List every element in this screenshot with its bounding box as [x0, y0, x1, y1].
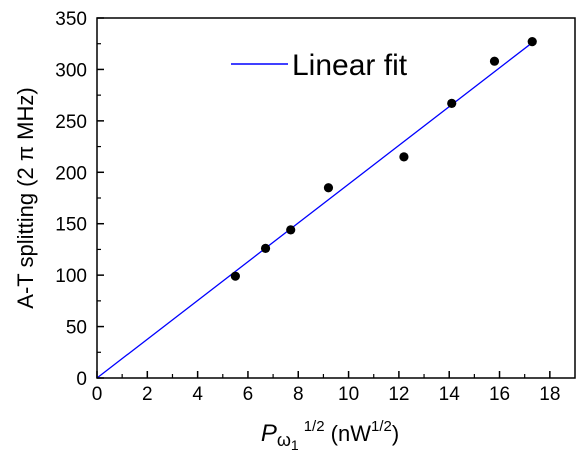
x-axis-exponent: 1/2 [304, 418, 325, 435]
fit-layer [96, 42, 533, 379]
points-layer [230, 37, 537, 281]
x-tick-label: 6 [243, 384, 254, 405]
data-point [527, 37, 537, 47]
x-axis-symbol: P [261, 420, 277, 447]
data-point [323, 183, 334, 193]
data-point [286, 225, 296, 235]
x-tick-label: 10 [338, 384, 359, 405]
x-tick-label: 12 [388, 384, 409, 405]
legend: Linear fit [231, 49, 408, 82]
y-tick-label: 250 [55, 112, 87, 133]
y-tick-label: 200 [55, 163, 87, 184]
data-point [399, 152, 409, 162]
linear-fit-line [96, 42, 533, 379]
data-point [260, 243, 271, 253]
data-point [230, 271, 240, 281]
x-axis-unit-prefix: (nW [325, 421, 372, 446]
x-axis-title: Pω1 1/2 (nW1/2) [261, 418, 399, 453]
ticks-layer: 0 2 4 6 8 10 12 14 16 18 0 50 100 150 200 250 300 350 [55, 9, 560, 405]
x-tick-label: 8 [293, 384, 304, 405]
x-tick-label: 2 [142, 384, 153, 405]
plot-frame [96, 17, 576, 379]
y-tick-label: 0 [76, 369, 87, 390]
y-tick-label: 100 [55, 266, 87, 287]
y-tick-label: 350 [55, 9, 87, 30]
legend-label-linear-fit: Linear fit [292, 49, 408, 82]
x-tick-label: 4 [192, 384, 203, 405]
y-tick-label: 300 [55, 60, 87, 81]
y-axis-title: A-T splitting (2 π MHz) [13, 87, 38, 308]
data-point [489, 56, 500, 66]
x-axis-unit-exponent: 1/2 [371, 418, 392, 435]
x-axis-unit-suffix: ) [392, 421, 399, 446]
y-tick-label: 150 [55, 215, 87, 236]
x-tick-label: 14 [439, 384, 461, 405]
y-tick-label: 50 [66, 318, 87, 339]
x-axis-subscript-index: 1 [291, 437, 299, 453]
x-tick-label: 18 [539, 384, 560, 405]
data-point [447, 98, 457, 108]
x-axis-subscript-main: ω [277, 430, 291, 450]
x-tick-label: 0 [92, 384, 103, 405]
x-tick-label: 16 [489, 384, 510, 405]
